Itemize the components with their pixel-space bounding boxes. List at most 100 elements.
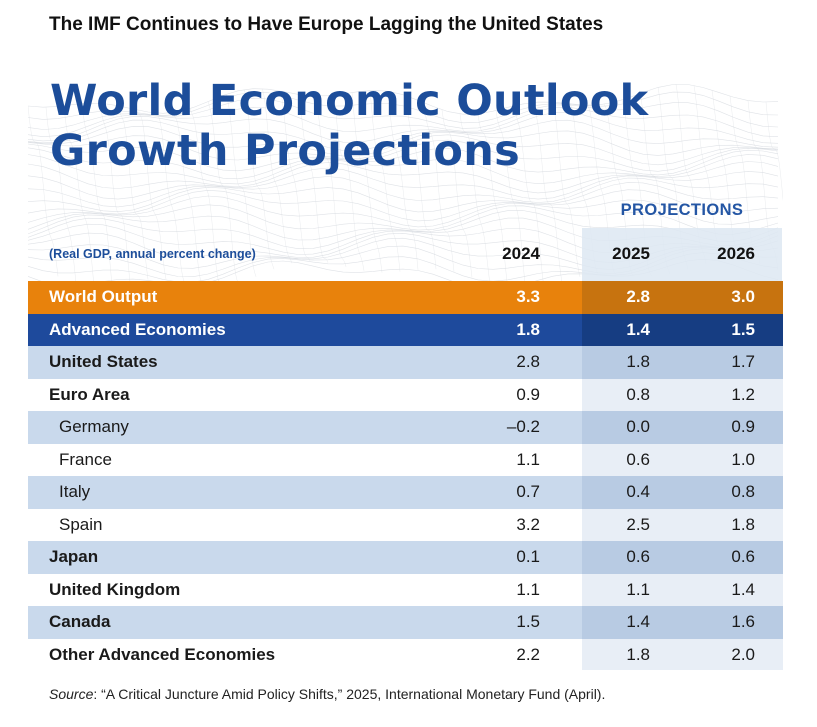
projections-label: PROJECTIONS — [620, 201, 744, 219]
cell-2026: 1.8 — [731, 514, 755, 534]
mesh-line — [81, 103, 113, 286]
cell-2026: 0.9 — [731, 417, 755, 436]
row-projection-background — [582, 281, 783, 314]
cell-2024: –0.2 — [506, 417, 540, 436]
table-row: Italy 0.7 0.4 0.8 — [28, 476, 783, 509]
cell-2025: 2.5 — [626, 514, 650, 534]
chart-title: World Economic Outlook Growth Projection… — [50, 76, 648, 176]
mesh-line — [441, 109, 473, 278]
cell-2025: 0.4 — [626, 482, 650, 501]
mesh-line — [28, 161, 779, 194]
row-background — [28, 573, 582, 606]
row-background — [28, 281, 582, 314]
mesh-line — [135, 109, 167, 280]
cell-2025: 1.1 — [626, 579, 650, 599]
mesh-line — [387, 91, 419, 270]
cell-2025: 2.8 — [626, 287, 650, 306]
mesh-line — [423, 102, 455, 272]
table-body: World Output 3.3 2.8 3.0 Advanced Economies 1… — [28, 281, 783, 670]
mesh-line — [117, 105, 149, 280]
cell-2026: 1.6 — [731, 612, 755, 631]
mesh-line — [513, 105, 545, 288]
cell-2026: 1.2 — [731, 384, 755, 404]
mesh-line — [28, 134, 779, 166]
row-background — [28, 378, 582, 411]
table-row: Advanced Economies 1.8 1.4 1.5 — [28, 313, 783, 346]
cell-2025: 1.4 — [626, 612, 650, 631]
row-background — [28, 346, 582, 379]
cell-2025: 1.4 — [626, 319, 650, 339]
cell-2026: 1.5 — [731, 319, 755, 339]
table-row: Spain 3.2 2.5 1.8 — [28, 508, 783, 541]
mesh-line — [171, 112, 203, 285]
mesh-line — [28, 167, 779, 200]
mesh-line — [243, 89, 275, 270]
mesh-line — [28, 176, 779, 208]
row-projection-background — [582, 346, 783, 379]
mesh-line — [28, 126, 779, 157]
mesh-line — [207, 101, 239, 283]
table-row: Canada 1.5 1.4 1.6 — [28, 606, 783, 639]
row-label: United Kingdom — [49, 579, 181, 599]
row-projection-background — [582, 378, 783, 411]
row-label: Japan — [49, 547, 99, 566]
row-projection-background — [582, 573, 783, 606]
cell-2025: 1.8 — [626, 352, 650, 371]
mesh-line — [45, 107, 77, 283]
table-row: United States 2.8 1.8 1.7 — [28, 346, 783, 379]
mesh-line — [28, 210, 779, 242]
cell-2024: 2.8 — [516, 352, 540, 371]
mesh-line — [549, 101, 581, 277]
row-projection-background — [582, 606, 783, 639]
mesh-line — [28, 195, 779, 228]
mesh-line — [333, 95, 365, 271]
mesh-line — [531, 102, 563, 283]
units-subtitle: (Real GDP, annual percent change) — [49, 247, 256, 261]
mesh-line — [765, 102, 783, 202]
mesh-line — [28, 97, 779, 130]
row-label: Euro Area — [49, 384, 130, 404]
mesh-line — [28, 154, 779, 185]
page-heading: The IMF Continues to Have Europe Lagging… — [49, 14, 604, 35]
row-background — [28, 476, 582, 509]
row-label: United States — [49, 352, 158, 371]
cell-2024: 1.1 — [516, 579, 540, 599]
row-background — [28, 443, 582, 476]
mesh-line — [28, 105, 59, 277]
row-label: Canada — [49, 612, 111, 631]
source-label: Source — [49, 686, 94, 702]
row-label: Spain — [59, 514, 103, 534]
mesh-line — [99, 103, 131, 283]
source-text: : “A Critical Juncture Amid Policy Shift… — [93, 686, 606, 702]
cell-2026: 2.0 — [731, 644, 755, 664]
cell-2024: 3.2 — [516, 514, 540, 534]
row-projection-background — [582, 411, 783, 444]
mesh-line — [225, 94, 257, 277]
mesh-line — [477, 113, 509, 290]
row-projection-background — [582, 508, 783, 541]
source-note: Source: “A Critical Juncture Amid Policy… — [49, 686, 605, 702]
mesh-line — [153, 112, 185, 282]
mesh-line — [28, 147, 779, 180]
cell-2024: 0.7 — [516, 482, 540, 501]
row-background — [28, 411, 582, 444]
cell-2026: 1.4 — [731, 579, 755, 599]
title-line-2: Growth Projections — [50, 126, 521, 176]
mesh-line — [315, 95, 347, 267]
column-header-2024: 2024 — [502, 244, 540, 263]
cell-2024: 1.8 — [516, 319, 540, 339]
mesh-line — [28, 189, 779, 222]
table-row: United Kingdom 1.1 1.1 1.4 — [28, 573, 783, 606]
cell-2025: 0.0 — [626, 417, 650, 436]
row-projection-background — [582, 476, 783, 509]
cell-2025: 0.6 — [626, 449, 650, 469]
row-label: Germany — [59, 417, 129, 436]
cell-2024: 1.5 — [516, 612, 540, 631]
row-background — [28, 638, 582, 670]
row-projection-background — [582, 313, 783, 346]
mesh-line — [261, 88, 293, 264]
cell-2024: 3.3 — [516, 287, 540, 306]
row-label: Italy — [59, 482, 91, 501]
mesh-line — [28, 84, 779, 115]
mesh-line — [405, 95, 437, 270]
